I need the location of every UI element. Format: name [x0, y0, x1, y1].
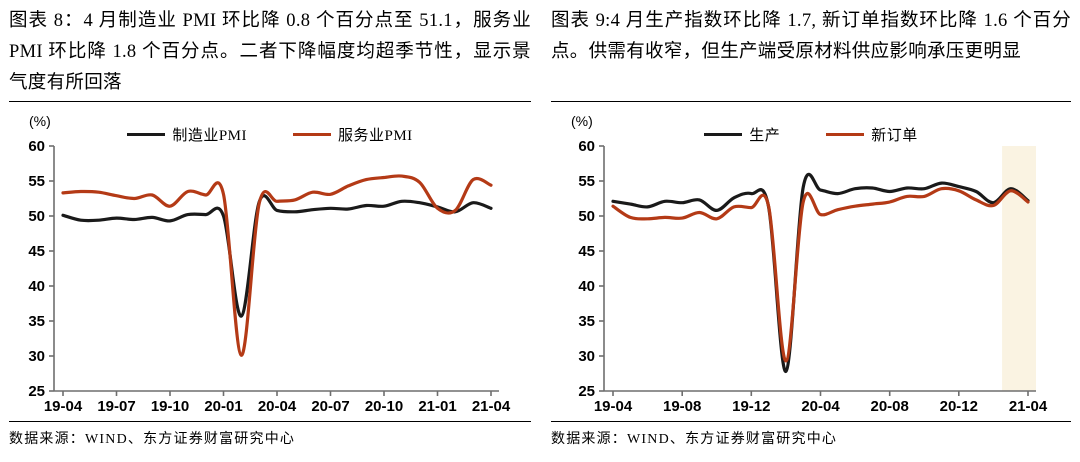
x-tick-label: 21-04 — [1009, 398, 1048, 415]
x-tick-label: 20-04 — [801, 398, 840, 415]
legend-item-0: 生产 — [704, 124, 780, 145]
x-tick-label: 19-12 — [732, 398, 770, 415]
y-tick-label: 45 — [578, 243, 595, 260]
highlight-band — [1002, 146, 1036, 391]
y-tick-label: 35 — [578, 313, 595, 330]
y-tick-label: 40 — [28, 278, 45, 295]
y-tick-label: 30 — [28, 348, 45, 365]
x-tick-label: 20-12 — [940, 398, 978, 415]
figure-8-title-divider — [9, 101, 531, 102]
figure-9-panel: 图表 9:4 月生产指数环比降 1.7, 新订单指数环比降 1.6 个百分点。供… — [540, 0, 1080, 462]
series-line-1 — [611, 186, 1030, 363]
figure-8-source: 数据来源：WIND、东方证券财富研究中心 — [9, 432, 296, 447]
x-tick-label: 20-04 — [258, 398, 297, 415]
x-tick-label: 20-01 — [204, 398, 242, 415]
figure-8-legend: 制造业PMI 服务业PMI — [9, 124, 531, 145]
series-line-0 — [611, 172, 1030, 374]
y-tick-label: 40 — [578, 278, 595, 295]
legend-item-0: 制造业PMI — [127, 124, 247, 145]
legend-item-1: 服务业PMI — [293, 124, 413, 145]
legend-item-1: 新订单 — [826, 124, 918, 145]
y-tick-label: 50 — [578, 208, 595, 225]
series-line-0 — [61, 194, 493, 318]
figure-9-title-divider — [551, 101, 1071, 102]
legend-line-swatch — [127, 132, 166, 137]
x-tick-label: 21-04 — [472, 398, 511, 415]
x-tick-label: 19-04 — [594, 398, 633, 415]
x-tick-label: 20-10 — [365, 398, 403, 415]
legend-line-swatch — [704, 132, 743, 137]
y-tick-label: 35 — [28, 313, 45, 330]
legend-line-swatch — [826, 132, 865, 137]
y-tick-label: 25 — [578, 383, 595, 400]
x-tick-label: 21-01 — [418, 398, 456, 415]
y-axis-unit-label: (%) — [571, 113, 593, 129]
y-axis-unit-label: (%) — [29, 113, 51, 129]
x-tick-label: 20-07 — [311, 398, 349, 415]
figure-9-chart: (%) 生产 新订单 60 55 50 45 40 35 30 25 19-04 19-08 19-1… — [551, 103, 1071, 417]
y-tick-label: 60 — [578, 138, 595, 155]
y-tick-label: 25 — [28, 383, 45, 400]
x-tick-label: 19-04 — [44, 398, 83, 415]
legend-label: 服务业PMI — [338, 128, 413, 144]
figure-8-panel: 图表 8：4 月制造业 PMI 环比降 0.8 个百分点至 51.1，服务业 P… — [9, 11, 531, 447]
legend-label: 新订单 — [871, 128, 918, 144]
x-tick-label: 19-08 — [663, 398, 701, 415]
legend-line-swatch — [293, 132, 331, 137]
y-tick-label: 60 — [28, 138, 45, 155]
figure-9-title: 图表 9:4 月生产指数环比降 1.7, 新订单指数环比降 1.6 个百分点。供… — [551, 11, 1071, 62]
x-tick-label: 20-08 — [871, 398, 909, 415]
figure-8-title: 图表 8：4 月制造业 PMI 环比降 0.8 个百分点至 51.1，服务业 P… — [9, 11, 531, 93]
legend-label: 制造业PMI — [172, 128, 247, 144]
figure-9-legend: 生产 新订单 — [551, 124, 1071, 145]
y-tick-label: 55 — [28, 173, 45, 190]
y-tick-label: 55 — [578, 173, 595, 190]
y-tick-label: 45 — [28, 243, 45, 260]
figure-8-source-divider — [9, 421, 531, 422]
y-tick-label: 30 — [578, 348, 595, 365]
figure-9-source-divider — [551, 421, 1071, 422]
series-line-1 — [61, 174, 493, 357]
x-tick-label: 19-07 — [97, 398, 135, 415]
figure-9-source: 数据来源：WIND、东方证券财富研究中心 — [551, 432, 838, 447]
figure-8-chart: (%) 制造业PMI 服务业PMI 60 55 50 45 40 35 30 25 19-04 19… — [9, 103, 531, 417]
x-tick-label: 19-10 — [151, 398, 189, 415]
y-tick-label: 50 — [28, 208, 45, 225]
legend-label: 生产 — [749, 128, 781, 144]
